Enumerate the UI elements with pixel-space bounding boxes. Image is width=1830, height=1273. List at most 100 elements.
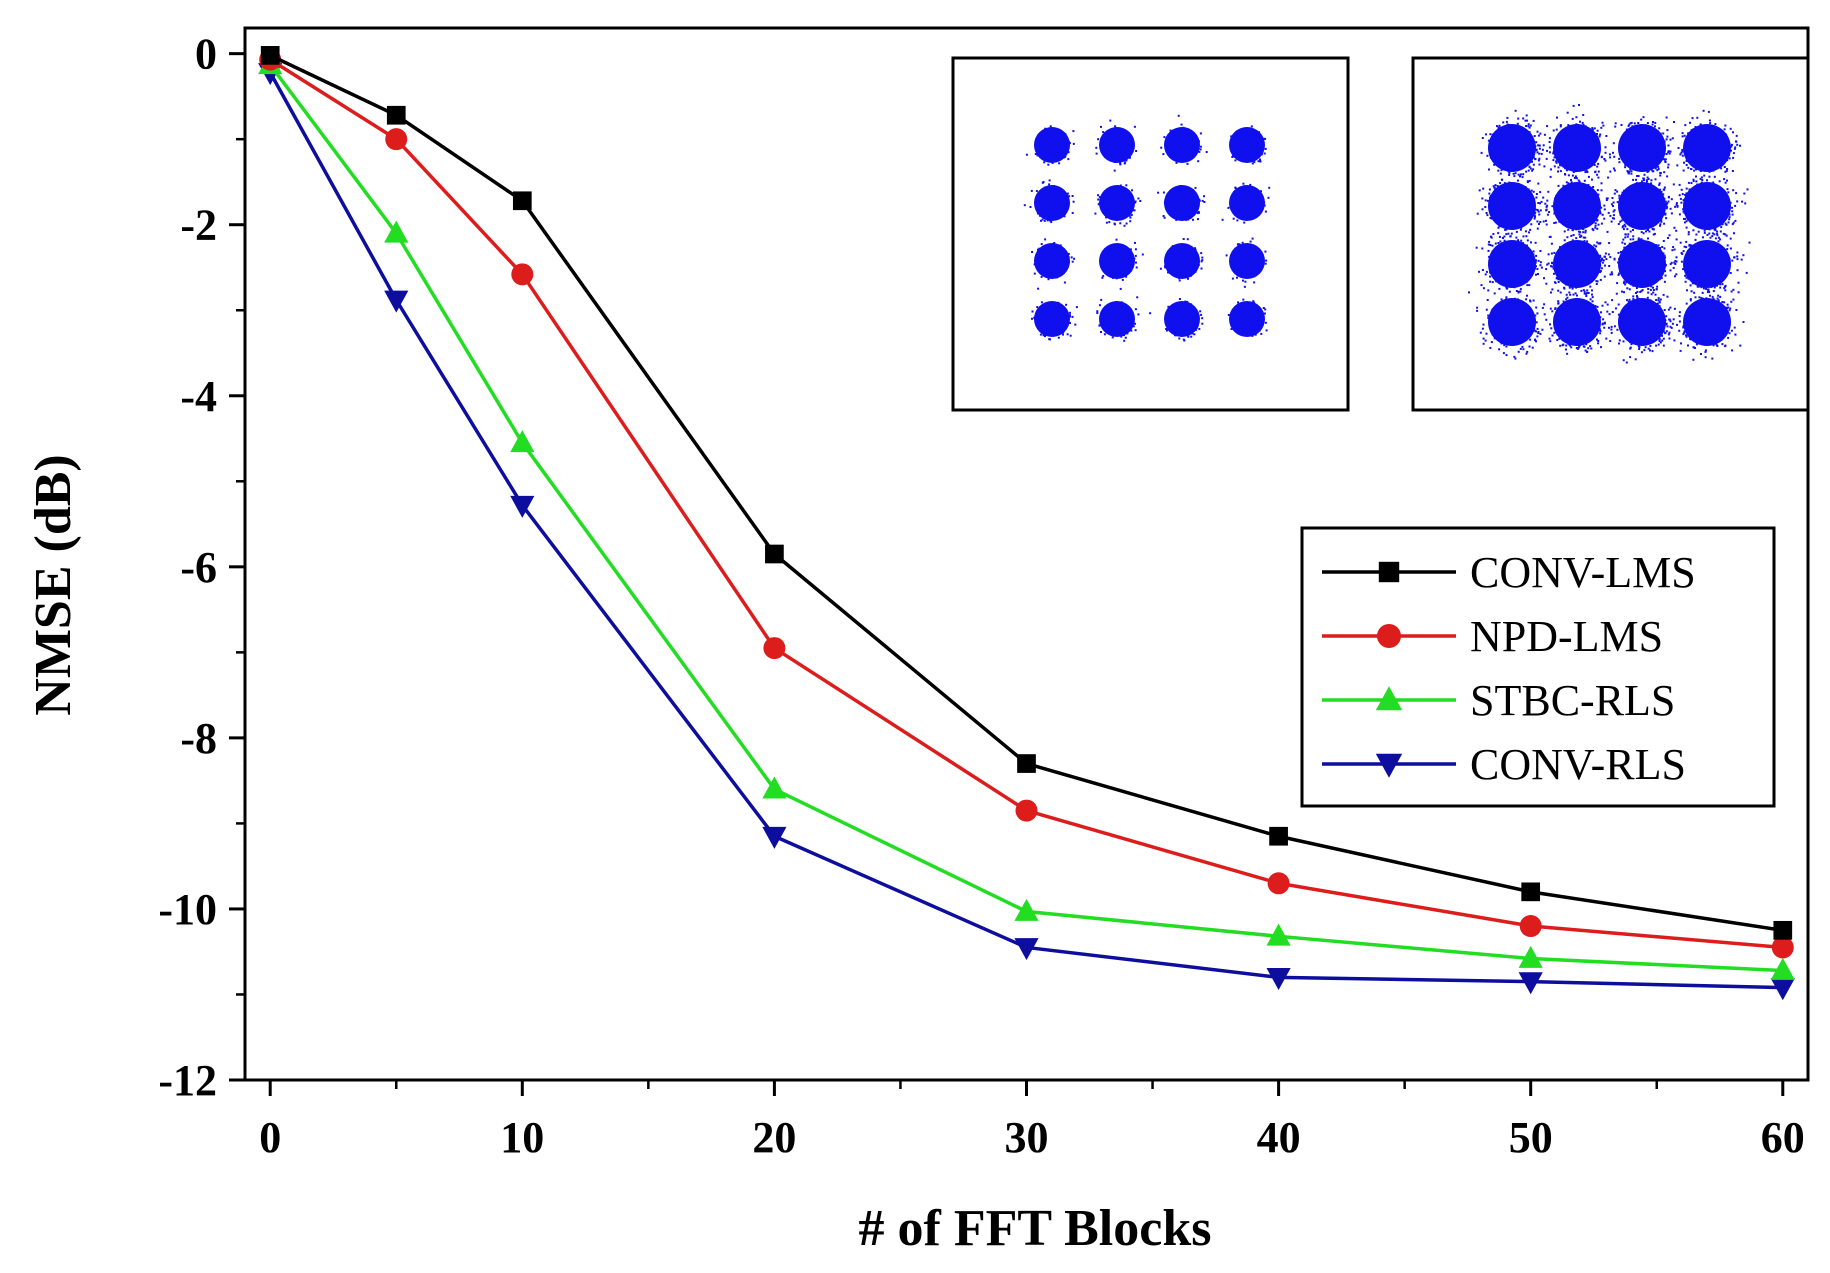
constellation-point <box>1636 159 1639 162</box>
constellation-point <box>1119 213 1122 216</box>
constellation-point <box>1044 255 1047 258</box>
constellation-point <box>1181 159 1184 161</box>
constellation-point <box>1238 147 1241 150</box>
constellation-point <box>1181 305 1184 308</box>
constellation-point <box>1241 154 1244 157</box>
constellation-point <box>1245 276 1248 279</box>
constellation-point <box>1654 151 1657 154</box>
constellation-point <box>1242 279 1244 282</box>
constellation-point <box>1600 126 1603 129</box>
x-tick-label: 50 <box>1509 1113 1553 1162</box>
constellation-point <box>1583 146 1585 149</box>
constellation-point <box>1240 304 1243 307</box>
constellation-point <box>1168 202 1171 205</box>
constellation-point <box>1258 195 1261 198</box>
constellation-point <box>1052 272 1055 275</box>
constellation-point <box>1066 266 1069 269</box>
constellation-point <box>1116 149 1119 152</box>
constellation-point <box>1190 134 1193 137</box>
constellation-point <box>1235 254 1238 256</box>
constellation-point <box>1201 256 1204 259</box>
constellation-point <box>1050 143 1053 146</box>
constellation-point <box>1253 267 1256 270</box>
constellation-point <box>1182 238 1185 240</box>
constellation-point <box>1102 314 1105 317</box>
constellation-point <box>1129 144 1131 147</box>
constellation-point <box>1112 148 1115 151</box>
constellation-point <box>1048 205 1051 208</box>
constellation-point <box>1256 141 1259 144</box>
constellation-cluster <box>1164 298 1204 342</box>
constellation-point <box>1100 331 1102 333</box>
constellation-point <box>1495 155 1498 158</box>
constellation-point <box>1257 139 1260 142</box>
constellation-point <box>1174 334 1176 337</box>
constellation-point <box>1056 267 1059 270</box>
constellation-point <box>1178 274 1181 277</box>
constellation-point <box>1249 319 1252 322</box>
constellation-point <box>1237 201 1240 204</box>
constellation-point <box>1585 158 1588 161</box>
constellation-point <box>1180 258 1183 261</box>
constellation-point <box>1193 254 1196 257</box>
constellation-point <box>1245 153 1248 156</box>
constellation-point <box>1106 252 1109 255</box>
constellation-point <box>1171 189 1173 192</box>
constellation-point <box>1117 143 1120 146</box>
constellation-point <box>1243 322 1246 325</box>
constellation-point <box>1247 332 1250 335</box>
constellation-point <box>1237 254 1240 257</box>
constellation-point <box>1117 136 1120 139</box>
constellation-point <box>1597 138 1600 140</box>
constellation-point <box>1231 254 1234 257</box>
constellation-point <box>1117 214 1120 217</box>
constellation-point <box>1249 251 1251 254</box>
constellation-point <box>1583 141 1586 144</box>
constellation-point <box>1045 252 1048 255</box>
constellation-point <box>1227 314 1230 316</box>
constellation-point <box>1250 332 1253 335</box>
constellation-point <box>1247 251 1250 253</box>
constellation-point <box>1168 257 1171 260</box>
constellation-point <box>1569 142 1572 145</box>
constellation-point <box>1134 329 1137 332</box>
constellation-point <box>1119 208 1122 211</box>
constellation-point <box>1049 265 1052 268</box>
constellation-point <box>1119 200 1122 203</box>
constellation-point <box>1040 275 1043 278</box>
constellation-point <box>1105 221 1108 224</box>
constellation-point <box>1581 143 1584 146</box>
constellation-point <box>1197 218 1199 221</box>
constellation-point <box>1121 196 1124 199</box>
constellation-point <box>1240 156 1243 159</box>
constellation-point <box>1182 319 1184 322</box>
constellation-point <box>1050 262 1052 265</box>
constellation-point <box>1491 133 1494 136</box>
constellation-point <box>1235 265 1238 268</box>
constellation-point <box>1625 149 1628 152</box>
constellation-point <box>1171 258 1174 261</box>
constellation-point <box>1183 185 1185 188</box>
constellation-point <box>1119 140 1122 143</box>
constellation-point <box>1051 140 1054 143</box>
constellation-point <box>1246 148 1248 151</box>
constellation-point <box>1051 258 1054 260</box>
constellation-point <box>1185 328 1188 331</box>
y-tick-label: -12 <box>158 1056 217 1105</box>
constellation-point <box>1190 142 1193 145</box>
constellation-point <box>1539 132 1542 135</box>
constellation-point <box>1057 152 1060 155</box>
constellation-point <box>1037 248 1039 251</box>
constellation-point <box>1162 153 1165 156</box>
constellation-point <box>1059 139 1062 142</box>
constellation-point <box>1192 146 1195 149</box>
constellation-point <box>1253 262 1256 265</box>
constellation-point <box>1239 151 1242 154</box>
constellation-point <box>1116 323 1119 326</box>
constellation-point <box>1170 200 1173 203</box>
constellation-point <box>1241 197 1244 200</box>
constellation-point <box>1103 154 1106 157</box>
constellation-point <box>1113 169 1116 172</box>
constellation-point <box>1575 134 1578 137</box>
constellation-point <box>1042 321 1045 324</box>
